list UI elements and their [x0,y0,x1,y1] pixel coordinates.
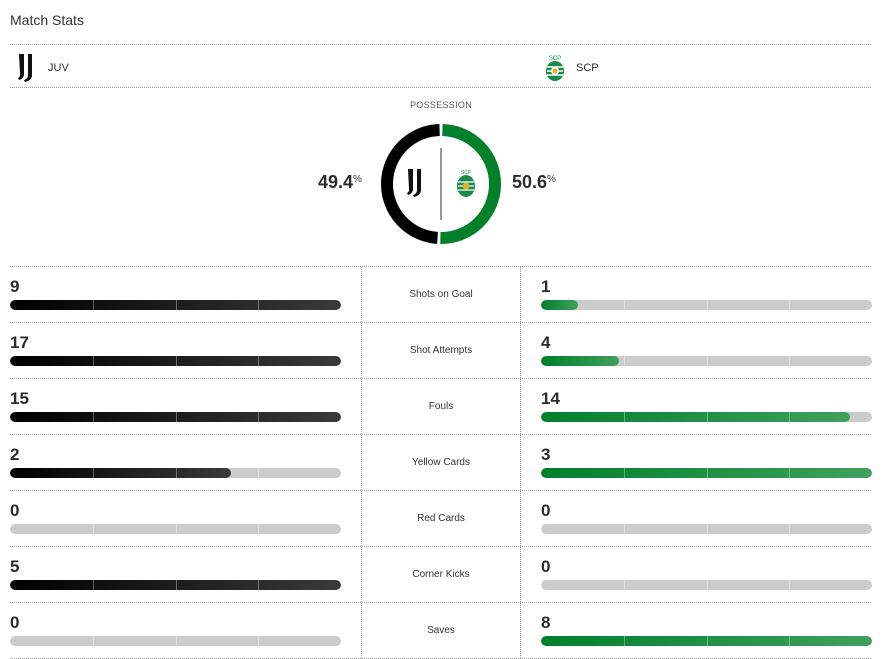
away-stat-bar [541,524,872,534]
percent-sign: % [353,174,362,185]
home-stat-value: 5 [10,557,20,576]
teams-header: JUV SCP SCP [10,44,871,88]
stat-label: Corner Kicks [361,547,521,602]
home-possession-arc [381,124,440,244]
away-stat-value: 0 [541,557,551,576]
home-team-abbr: JUV [48,62,69,74]
stat-label: Saves [361,603,521,658]
away-team[interactable]: SCP SCP [544,53,599,83]
sporting-logo-icon: SCP [457,170,475,197]
home-stat-bar [10,468,341,478]
home-stat-bar [10,300,341,310]
home-stat-bar [10,356,341,366]
home-stat-fill [10,300,341,310]
away-stat-bar [541,300,872,310]
stat-row: 9 Shots on Goal 1 [10,267,872,323]
stat-row: 0 Red Cards 0 [10,491,872,547]
home-stat-value: 0 [10,613,20,632]
stat-row: 15 Fouls 14 [10,379,872,435]
away-stat-value: 3 [541,445,551,464]
away-possession: 50.6% [512,172,556,193]
away-stat-bar [541,468,872,478]
home-team[interactable]: JUV [16,53,69,83]
home-stat-bar [10,412,341,422]
home-stat-fill [10,412,341,422]
sporting-logo-icon: SCP [546,56,564,81]
away-stat-fill [541,300,578,310]
home-stat-value: 15 [10,389,29,408]
home-possession-value: 49.4 [318,172,354,192]
away-stat-fill [541,636,872,646]
stat-row: 17 Shot Attempts 4 [10,323,872,379]
home-stat-bar [10,524,341,534]
away-stat-value: 0 [541,501,551,520]
juventus-logo-icon [407,169,421,197]
away-stat-bar [541,636,872,646]
away-stat-bar [541,580,872,590]
away-stat-value: 1 [541,277,551,296]
away-stat-bar [541,356,872,366]
away-possession-arc [440,124,501,244]
away-stat-value: 4 [541,333,551,352]
home-stat-bar [10,580,341,590]
stat-label: Shot Attempts [361,323,521,378]
away-stat-fill [541,356,619,366]
away-stat-fill [541,412,850,422]
stat-label: Shots on Goal [361,267,521,322]
away-stat-fill [541,468,872,478]
juventus-logo-icon [18,54,32,82]
stat-label: Red Cards [361,491,521,546]
percent-sign: % [547,174,556,185]
home-stat-fill [10,468,231,478]
stat-label: Fouls [361,379,521,434]
home-stat-fill [10,356,341,366]
possession-label: POSSESSION [409,100,473,110]
home-stat-value: 17 [10,333,29,352]
home-stat-value: 9 [10,277,20,296]
home-possession: 49.4% [318,172,362,193]
away-possession-value: 50.6 [512,172,548,192]
svg-text:SCP: SCP [549,56,561,62]
stat-row: 0 Saves 8 [10,603,872,659]
home-stat-value: 0 [10,501,20,520]
stat-row: 5 Corner Kicks 0 [10,547,872,603]
home-stat-bar [10,636,341,646]
home-stat-fill [10,580,341,590]
page-title: Match Stats [10,12,84,28]
away-stat-bar [541,412,872,422]
away-stat-value: 8 [541,613,551,632]
away-team-abbr: SCP [576,62,599,74]
stats-table: 9 Shots on Goal 1 17 Shot Attempts 4 15 … [10,266,872,659]
away-stat-value: 14 [541,389,560,408]
stat-label: Yellow Cards [361,435,521,490]
possession-donut: SCP [381,124,501,244]
svg-text:SCP: SCP [461,170,472,176]
stat-row: 2 Yellow Cards 3 [10,435,872,491]
home-stat-value: 2 [10,445,20,464]
